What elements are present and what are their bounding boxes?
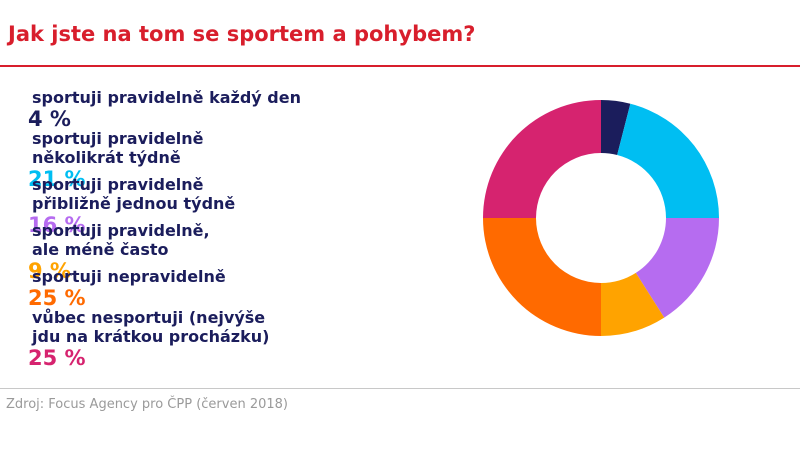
legend: sportuji pravidelně každý den 4 % sportuji… xyxy=(28,88,394,370)
value-label: 25 % xyxy=(28,346,86,370)
legend-row: sportuji pravidelně každý den 4 % xyxy=(28,88,394,131)
legend-row: sportuji pravidelně několikrát týdně 21 % xyxy=(28,129,394,191)
source-rule xyxy=(0,388,800,389)
value-label: 9 % xyxy=(28,259,71,283)
value-label: 4 % xyxy=(28,107,71,131)
legend-label: sportuji pravidelně několikrát týdně xyxy=(32,129,204,167)
donut-segment xyxy=(617,103,719,218)
legend-label: sportuji nepravidelně xyxy=(32,267,226,286)
chart-title: Jak jste na tom se sportem a pohybem? xyxy=(8,22,476,46)
donut-segment xyxy=(601,100,631,156)
title-rule xyxy=(0,65,800,67)
legend-label: sportuji pravidelně, ale méně často xyxy=(32,221,210,259)
legend-row: sportuji pravidelně, ale méně často 9 % xyxy=(28,221,394,283)
donut xyxy=(483,100,719,336)
donut-segment xyxy=(483,100,601,218)
legend-row: vůbec nesportuji (nejvýše jdu na krátkou… xyxy=(28,308,394,370)
legend-label: sportuji pravidelně přibližně jednou týd… xyxy=(32,175,236,213)
value-label: 16 % xyxy=(28,213,86,237)
donut-segment xyxy=(601,272,665,336)
legend-label: sportuji pravidelně každý den xyxy=(32,88,301,107)
legend-row: sportuji nepravidelně 25 % xyxy=(28,267,394,310)
legend-label: vůbec nesportuji (nejvýše jdu na krátkou… xyxy=(32,308,270,346)
value-label: 25 % xyxy=(28,286,86,310)
donut-segment xyxy=(635,218,719,318)
value-label: 21 % xyxy=(28,167,86,191)
donut-segment xyxy=(483,218,601,336)
source: Zdroj: Focus Agency pro ČPP (červen 2018… xyxy=(6,397,288,412)
legend-row: sportuji pravidelně přibližně jednou týd… xyxy=(28,175,394,237)
